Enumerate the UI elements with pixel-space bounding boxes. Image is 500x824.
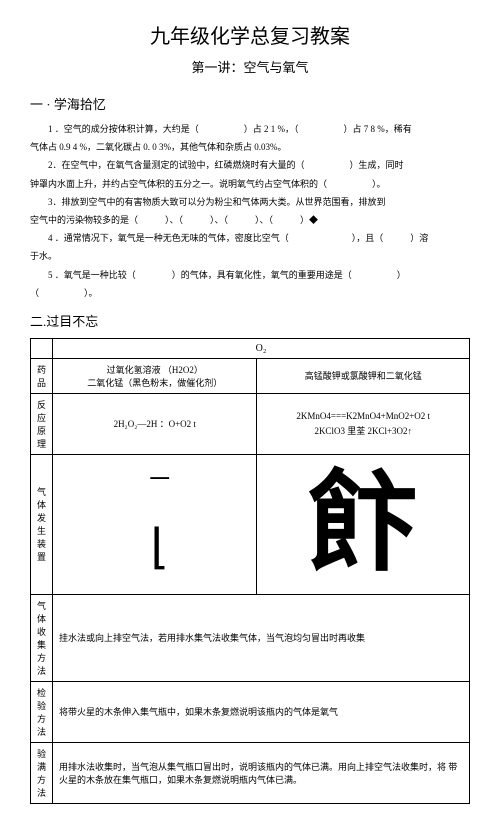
- s1-p2b: 钟罩内水面上升，并约占空气体积的五分之一。说明氧气约占空气体积的（ ）。: [30, 176, 470, 192]
- drug-left: 过氧化氢溶液 （H2O2） 二氧化锰（黑色粉末，做催化剂）: [53, 358, 257, 393]
- s1-p3b: 空气中的污染物较多的是（ ）、（ ）、（ ）、（ ）◆: [30, 212, 470, 228]
- table-row-collect: 气体收集方法 挂水法或向上排空气法，若用排水集气法收集气体，当气泡均匀冒出时再收…: [31, 594, 470, 681]
- label-principle: 反应原理: [31, 393, 53, 454]
- s1-p4: 4 ．通常情况下，氧气是一种无色无味的气体，密度比空气（ ），且（ ）溶: [30, 230, 470, 246]
- s1-p1b: 气体占 0.9 4 %，二氧化碳占 0. 0 3%，其他气体和杂质占 0.03%…: [30, 139, 470, 155]
- device-right: 飰: [257, 454, 470, 594]
- check-text: 将带火星的木条伸入集气瓶中，如果木条复燃说明该瓶内的气体是氧气: [53, 681, 470, 742]
- eq-right-l2: 2KClO3 里荃 2KCl+3O2↑: [263, 424, 463, 437]
- label-device: 气体发生装置: [31, 454, 53, 594]
- drug-right: 高锰酸钾或氯酸钾和二氧化锰: [257, 358, 470, 393]
- page-title: 九年级化学总复习教案: [30, 20, 470, 49]
- s1-p5b: （ ）。: [30, 285, 470, 301]
- eq-left: 2H₂O₂—2H ：O+O2 t: [53, 393, 257, 454]
- device-left-glyph: ‾⌊: [150, 476, 159, 572]
- label-verify: 验满方法: [31, 742, 53, 803]
- o2-header: O₂: [53, 338, 470, 358]
- table-row-principle: 反应原理 2H₂O₂—2H ：O+O2 t 2KMnO4===K2MnO4+Mn…: [31, 393, 470, 454]
- section1-heading: 一 · 学海拾忆: [30, 94, 470, 113]
- s1-p2: 2．在空气中，在氧气含量测定的试验中，红磷燃烧时有大量的（ ）生成，同时: [30, 157, 470, 173]
- eq-right: 2KMnO4===K2MnO4+MnO2+O2 t 2KClO3 里荃 2KCl…: [257, 393, 470, 454]
- page-subtitle: 第一讲：空气与氧气: [30, 57, 470, 76]
- label-check: 检验方法: [31, 681, 53, 742]
- table-row-device: 气体发生装置 ‾⌊ 飰: [31, 454, 470, 594]
- table-row-verify: 验满方法 用排水法收集时，当气泡从集气瓶口冒出时，说明该瓶内的气体已满。用向上排…: [31, 742, 470, 803]
- collect-text: 挂水法或向上排空气法，若用排水集气法收集气体，当气泡均匀冒出时再收集: [53, 594, 470, 681]
- device-right-glyph: 飰: [308, 463, 418, 585]
- table-row-check: 检验方法 将带火星的木条伸入集气瓶中，如果木条复燃说明该瓶内的气体是氧气: [31, 681, 470, 742]
- verify-text: 用排水法收集时，当气泡从集气瓶口冒出时，说明该瓶内的气体已满。用向上排空气法收集…: [53, 742, 470, 803]
- section2-heading: 二.过目不忘: [30, 311, 470, 330]
- s1-p4b: 于水。: [30, 248, 470, 264]
- drug-left-l2: 二氧化锰（黑色粉末，做催化剂）: [59, 376, 250, 389]
- chemistry-table: O₂ 药品 过氧化氢溶液 （H2O2） 二氧化锰（黑色粉末，做催化剂） 高锰酸钾…: [30, 338, 470, 804]
- eq-right-l1: 2KMnO4===K2MnO4+MnO2+O2 t: [263, 411, 463, 421]
- label-drug: 药品: [31, 358, 53, 393]
- s1-p3: 3．排放到空气中的有害物质大致可以分为粉尘和气体两大类。从世界范围看，排放到: [30, 194, 470, 210]
- device-left: ‾⌊: [53, 454, 257, 594]
- label-collect: 气体收集方法: [31, 594, 53, 681]
- table-row-drug: 药品 过氧化氢溶液 （H2O2） 二氧化锰（黑色粉末，做催化剂） 高锰酸钾或氯酸…: [31, 358, 470, 393]
- table-row-header: O₂: [31, 338, 470, 358]
- s1-p1: 1 ．空气的成分按体积计算，大约是（ ）占 2 1 %，（ ）占 7 8 %，稀…: [30, 121, 470, 137]
- s1-p5: 5 ．氧气是一种比较（ ）的气体，具有氧化性，氧气的重要用途是（ ）: [30, 267, 470, 283]
- drug-left-l1: 过氧化氢溶液 （H2O2）: [59, 363, 250, 376]
